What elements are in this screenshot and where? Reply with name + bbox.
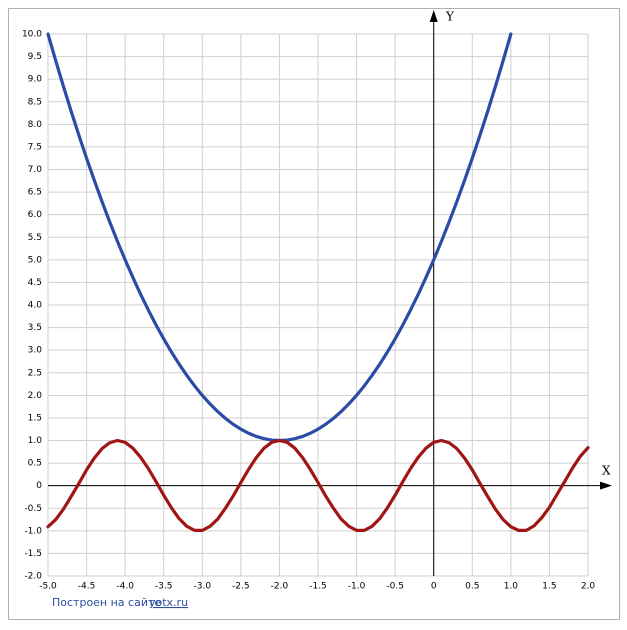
y-tick-label: 9.5: [28, 52, 42, 62]
y-tick-label: -2.0: [24, 572, 42, 582]
y-tick-label: -1.0: [24, 526, 42, 536]
y-tick-label: 3.5: [28, 323, 42, 333]
x-tick-label: -1.0: [348, 582, 366, 592]
x-tick-label: 0.5: [465, 582, 479, 592]
frame: [8, 8, 620, 620]
x-tick-label: -1.5: [309, 582, 327, 592]
y-tick-label: 1.5: [28, 413, 42, 423]
x-tick-label: -4.0: [116, 582, 134, 592]
y-tick-label: -0.5: [24, 504, 42, 514]
axes: -5.0 -4.5 -4.0 -3.5 -3.0 -2.5 -2.0 -1.5 -1.0 -0.5…: [22, 10, 612, 592]
y-tick-label: 4.0: [28, 301, 43, 311]
credit-text: Построен на сайте: [52, 596, 161, 609]
y-axis-label: Y: [445, 10, 455, 24]
y-tick-label: 5.5: [28, 233, 42, 243]
x-tick-label: 2.0: [581, 582, 596, 592]
x-tick-label: 1.5: [542, 582, 556, 592]
x-tick-label: -2.5: [232, 582, 250, 592]
y-tick-label: 5.0: [28, 255, 43, 265]
series-line: [46, 438, 590, 532]
y-tick-label: 2.5: [28, 368, 42, 378]
y-tick-label: 4.5: [28, 278, 42, 288]
y-tick-label: 7.0: [28, 165, 43, 175]
credit-link[interactable]: yotx.ru: [149, 596, 188, 609]
y-tick-label: 6.0: [28, 210, 43, 220]
x-axis-label: X: [602, 464, 611, 478]
x-axis-arrow: [600, 481, 612, 490]
y-tick-label: 0: [36, 481, 42, 491]
x-tick-label: -4.5: [78, 582, 96, 592]
x-tick-label: -5.0: [39, 582, 57, 592]
y-tick-label: 6.5: [28, 188, 42, 198]
x-tick-label: -3.0: [194, 582, 212, 592]
y-tick-label: 2.0: [28, 391, 43, 401]
y-axis-arrow: [429, 10, 438, 22]
y-tick-label: 1.0: [28, 436, 43, 446]
y-tick-label: 3.0: [28, 346, 43, 356]
series: [46, 32, 590, 532]
y-tick-label: 7.5: [28, 142, 42, 152]
y-tick-label: 10.0: [22, 30, 42, 40]
x-tick-label: -3.5: [155, 582, 173, 592]
x-tick-label: -2.0: [271, 582, 289, 592]
y-tick-label: 8.5: [28, 97, 42, 107]
x-tick-label: -0.5: [386, 582, 404, 592]
y-tick-label: 9.0: [28, 75, 43, 85]
y-tick-label: -1.5: [24, 549, 42, 559]
x-tick-label: 0: [431, 582, 437, 592]
y-tick-label: 0.5: [28, 459, 42, 469]
y-tick-label: 8.0: [28, 120, 43, 130]
x-tick-label: 1.0: [504, 582, 519, 592]
